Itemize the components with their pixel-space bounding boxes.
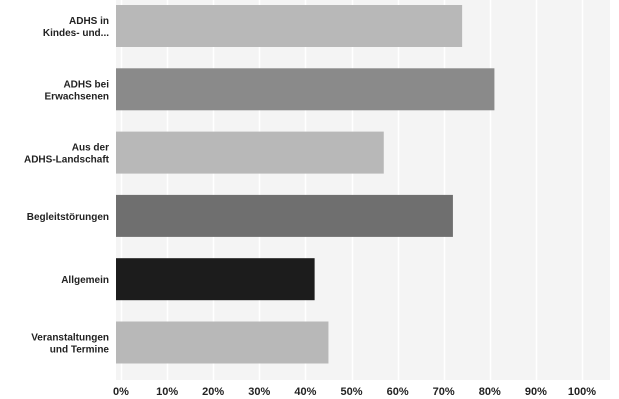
x-tick-label-7: 70% xyxy=(433,386,455,398)
bar-6 xyxy=(116,321,329,364)
bar-3 xyxy=(116,131,384,174)
bar-2 xyxy=(116,68,495,111)
plot-area xyxy=(116,0,610,380)
x-tick-label-8: 80% xyxy=(479,386,501,398)
category-label-4: Begleitstörungen xyxy=(27,212,109,223)
x-tick-label-4: 40% xyxy=(294,386,316,398)
x-tick-label-6: 60% xyxy=(387,386,409,398)
category-label-3: Aus der ADHS-Landschaft xyxy=(24,143,110,166)
bar-4 xyxy=(116,194,453,237)
x-tick-label-9: 90% xyxy=(525,386,547,398)
bar-5 xyxy=(116,258,315,301)
category-label-2: ADHS bei Erwachsenen xyxy=(45,79,110,102)
x-tick-label-10: 100% xyxy=(568,386,596,398)
x-tick-label-5: 50% xyxy=(340,386,362,398)
category-label-5: Allgemein xyxy=(61,275,109,286)
x-tick-label-2: 20% xyxy=(202,386,224,398)
x-tick-label-1: 10% xyxy=(156,386,178,398)
x-tick-label-0: 0% xyxy=(113,386,129,398)
x-tick-label-3: 30% xyxy=(248,386,270,398)
category-label-1: ADHS in Kindes- und... xyxy=(43,16,109,39)
category-label-6: Veranstaltungen und Termine xyxy=(31,333,109,356)
bar-1 xyxy=(116,5,463,47)
